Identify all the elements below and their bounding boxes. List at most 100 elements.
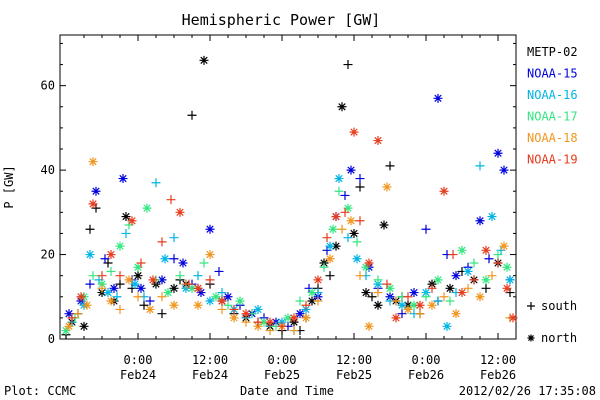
data-point (115, 279, 125, 289)
data-point (289, 326, 299, 336)
data-point (361, 288, 371, 298)
data-point (205, 296, 215, 306)
legend-entry: NOAA-16 (527, 88, 578, 102)
legend-symbol-south (527, 302, 535, 310)
data-point (115, 271, 125, 281)
data-point (343, 60, 353, 70)
data-point (373, 275, 383, 285)
data-point (364, 321, 374, 331)
data-point (481, 275, 491, 285)
data-point (355, 271, 365, 281)
data-point (502, 262, 512, 272)
data-point (169, 283, 179, 293)
data-point (283, 313, 293, 323)
data-point (127, 216, 137, 226)
data-point (346, 165, 356, 175)
data-point (265, 326, 275, 336)
data-point (178, 258, 188, 268)
data-point (433, 296, 443, 306)
data-point (415, 300, 425, 310)
data-point (391, 313, 401, 323)
data-point (361, 262, 371, 272)
data-point (217, 296, 227, 306)
data-point (373, 136, 383, 146)
data-point (118, 174, 128, 184)
data-point (427, 300, 437, 310)
data-point (475, 161, 485, 171)
data-point (184, 279, 194, 289)
y-tick-label: 40 (41, 163, 55, 177)
data-point (451, 309, 461, 319)
data-point (139, 300, 149, 310)
data-point (373, 300, 383, 310)
data-point (415, 309, 425, 319)
data-point (433, 93, 443, 103)
x-tick-time: 0:00 (124, 353, 153, 367)
data-point (457, 288, 467, 298)
data-point (301, 300, 311, 310)
data-point (364, 258, 374, 268)
data-point (334, 186, 344, 196)
data-point (433, 275, 443, 285)
data-point (79, 321, 89, 331)
data-point (289, 313, 299, 323)
data-point (157, 309, 167, 319)
data-point (439, 186, 449, 196)
data-point (319, 262, 329, 272)
footer-credit: Plot: CCMC (4, 384, 76, 398)
data-point (337, 102, 347, 112)
data-point (136, 258, 146, 268)
data-point (409, 288, 419, 298)
data-point (397, 300, 407, 310)
data-point (193, 271, 203, 281)
data-point (325, 241, 335, 251)
data-point (82, 300, 92, 310)
data-point (241, 317, 251, 327)
x-tick-time: 12:00 (192, 353, 228, 367)
data-point (334, 174, 344, 184)
data-point (253, 317, 263, 327)
data-point (196, 288, 206, 298)
data-point (148, 275, 158, 285)
x-tick-time: 0:00 (412, 353, 441, 367)
data-point (331, 241, 341, 251)
data-point (502, 283, 512, 293)
data-point (109, 283, 119, 293)
data-point (439, 292, 449, 302)
legend-entry: NOAA-17 (527, 110, 578, 124)
data-point (349, 127, 359, 137)
data-point (187, 283, 197, 293)
data-point (277, 321, 287, 331)
data-point (301, 313, 311, 323)
y-tick-label: 0 (48, 332, 55, 346)
data-point (193, 283, 203, 293)
data-point (175, 207, 185, 217)
legend: METP-02 NOAA-15 NOAA-16 NOAA-17 NOAA-18 NOAA-… (527, 45, 578, 167)
data-point (199, 258, 209, 268)
data-point (91, 186, 101, 196)
data-point (211, 292, 221, 302)
legend-symbol-north (527, 334, 535, 342)
data-point (427, 283, 437, 293)
x-tick-date: Feb25 (264, 368, 300, 382)
data-point (229, 313, 239, 323)
data-point (88, 157, 98, 167)
data-point (403, 292, 413, 302)
data-point (457, 245, 467, 255)
data-point (115, 241, 125, 251)
data-point (235, 296, 245, 306)
y-tick-label: 20 (41, 248, 55, 262)
data-point (76, 292, 86, 302)
legend-symbol-label: south (541, 299, 577, 313)
y-axis-label: P [GW] (2, 165, 16, 208)
data-point (382, 182, 392, 192)
data-point (391, 296, 401, 306)
data-point (142, 203, 152, 213)
data-point (85, 224, 95, 234)
data-point (61, 326, 71, 336)
data-point (106, 266, 116, 276)
data-point (157, 292, 167, 302)
data-point (217, 288, 227, 298)
y-tick-label: 60 (41, 79, 55, 93)
